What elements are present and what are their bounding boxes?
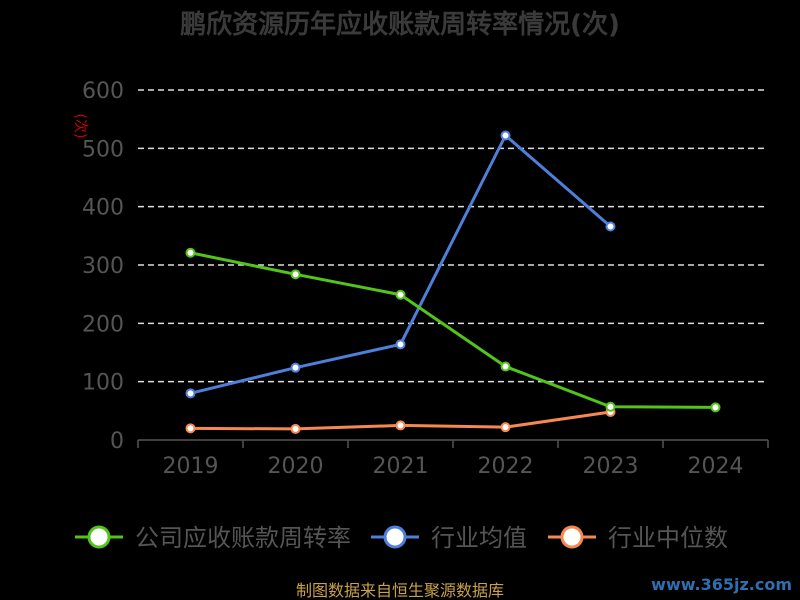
legend-marker — [560, 525, 584, 549]
data-point[interactable] — [395, 339, 406, 350]
series-2 — [185, 407, 616, 434]
data-point[interactable] — [290, 423, 301, 434]
legend-item[interactable]: 行业均值 — [371, 524, 527, 552]
data-point[interactable] — [395, 420, 406, 431]
data-point[interactable] — [605, 401, 616, 412]
axes: 0 100 200 300 400 500 600 2019 2020 2021 2022 2023 2… — [82, 79, 769, 479]
chart-title: 鹏欣资源历年应收账款周转率情况(次) — [180, 9, 620, 40]
y-tick-label: 500 — [82, 137, 124, 162]
legend-marker — [383, 525, 407, 549]
legend-item[interactable]: 公司应收账款周转率 — [75, 524, 351, 552]
legend-label: 行业均值 — [431, 524, 527, 552]
x-tick-label: 2023 — [583, 454, 639, 479]
data-point[interactable] — [290, 362, 301, 373]
watermark: www.365jz.com — [651, 575, 792, 594]
x-tick-label: 2022 — [478, 454, 534, 479]
x-tick-label: 2019 — [163, 454, 219, 479]
data-point[interactable] — [500, 361, 511, 372]
source-footer: 制图数据来自恒生聚源数据库 — [296, 581, 504, 600]
y-tick-label: 100 — [82, 371, 124, 396]
data-point[interactable] — [500, 130, 511, 141]
y-axis-unit: (次) — [72, 114, 88, 139]
y-tick-label: 0 — [110, 429, 124, 454]
x-tick-label: 2020 — [268, 454, 324, 479]
series-line — [190, 251, 716, 409]
series-1 — [185, 130, 616, 399]
data-point[interactable] — [710, 402, 721, 413]
y-tick-label: 300 — [82, 254, 124, 279]
y-tick-label: 400 — [82, 196, 124, 221]
grid — [138, 89, 768, 383]
x-tick-label: 2024 — [688, 454, 744, 479]
data-point[interactable] — [605, 221, 616, 232]
data-point[interactable] — [500, 422, 511, 433]
legend[interactable]: 公司应收账款周转率 行业均值 行业中位数 — [75, 524, 728, 552]
legend-label: 公司应收账款周转率 — [135, 524, 351, 552]
series-0 — [185, 247, 721, 413]
data-point[interactable] — [185, 388, 196, 399]
legend-marker — [87, 525, 111, 549]
legend-label: 行业中位数 — [608, 524, 728, 552]
x-tick-label: 2021 — [373, 454, 429, 479]
series-layer — [185, 130, 721, 434]
data-point[interactable] — [185, 247, 196, 258]
y-tick-label: 200 — [82, 312, 124, 337]
data-point[interactable] — [290, 269, 301, 280]
data-point[interactable] — [395, 289, 406, 300]
y-tick-label: 600 — [82, 79, 124, 104]
data-point[interactable] — [185, 423, 196, 434]
legend-item[interactable]: 行业中位数 — [548, 524, 728, 552]
